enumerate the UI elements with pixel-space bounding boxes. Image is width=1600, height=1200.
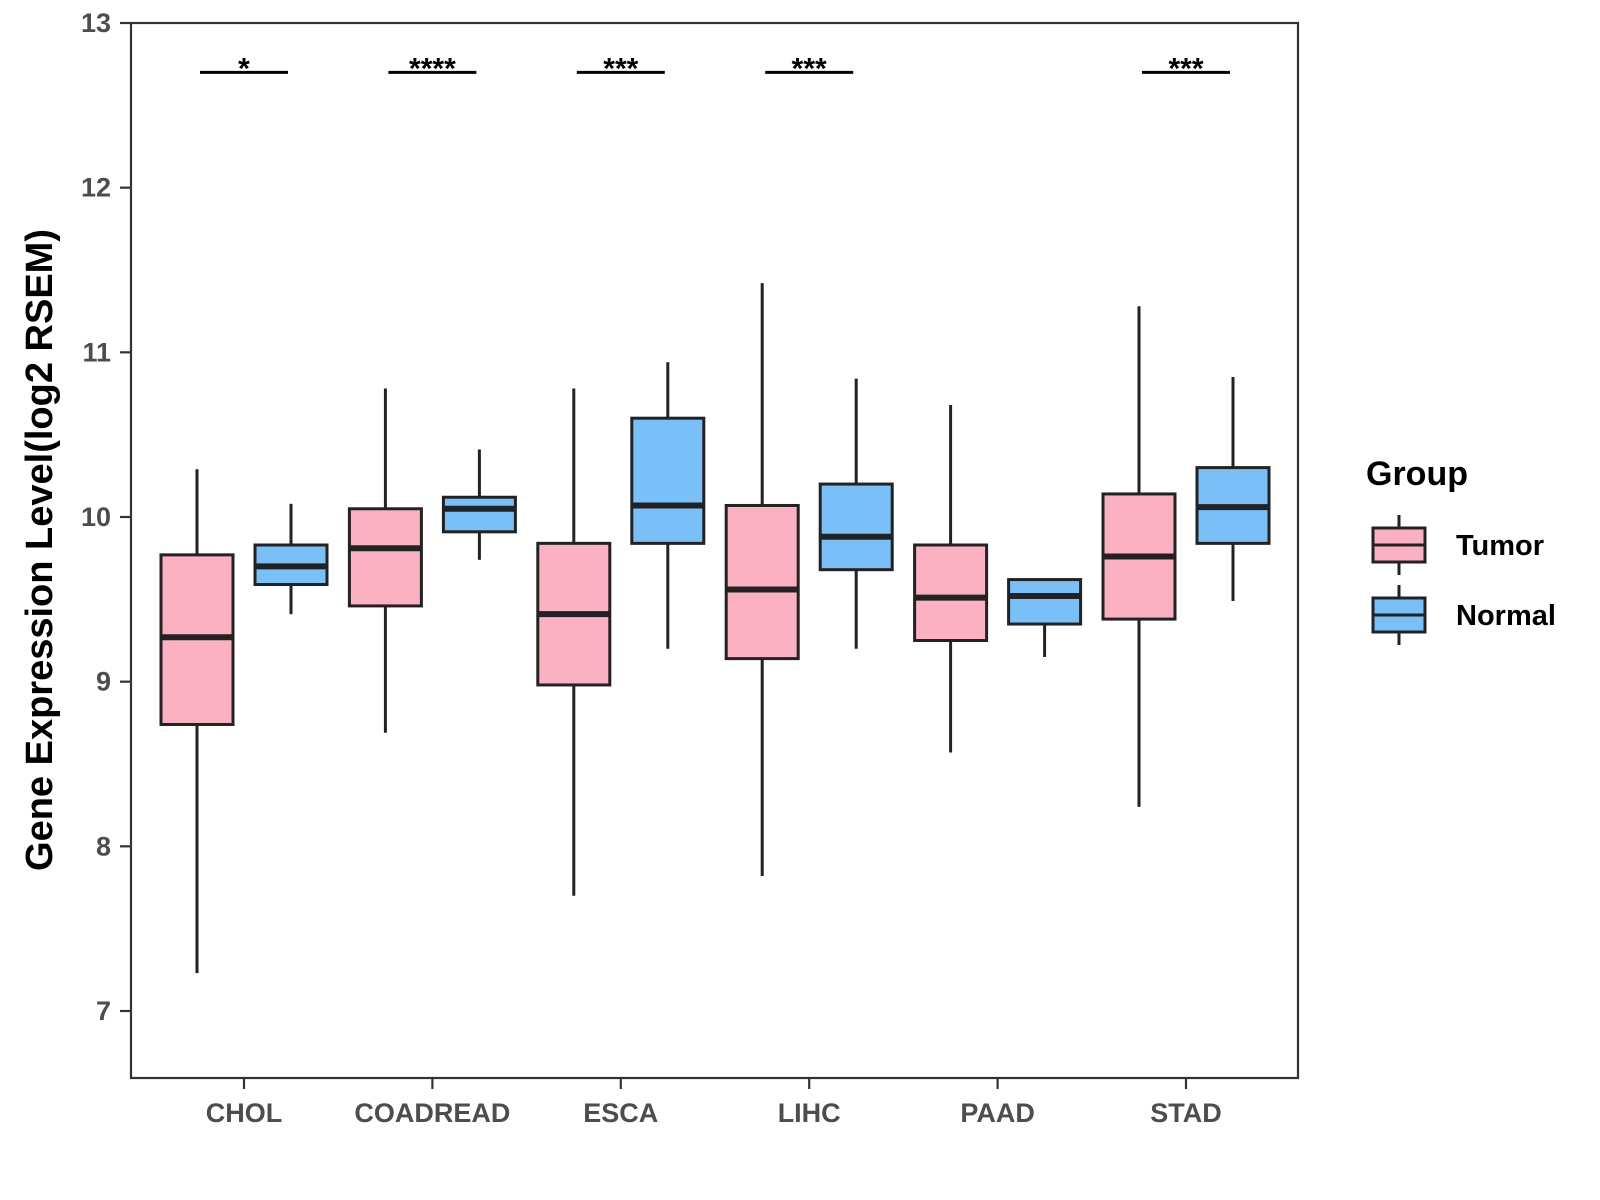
legend: Group Tumor Normal — [1366, 455, 1556, 645]
box-tumor-esca — [536, 388, 612, 896]
legend-label-tumor: Tumor — [1456, 530, 1544, 562]
y-tick-label: 9 — [96, 667, 111, 697]
box-normal-paad — [1007, 578, 1083, 657]
box-normal-stad — [1195, 377, 1271, 601]
y-tick-label: 8 — [96, 831, 111, 861]
legend-title: Group — [1366, 455, 1468, 493]
y-tick-label: 11 — [82, 337, 111, 367]
box-tumor-lihc — [724, 283, 800, 876]
box-iqr — [1007, 578, 1083, 626]
box-tumor-chol — [159, 469, 235, 974]
significance-layer: * **** *** *** *** — [200, 52, 1230, 85]
x-tick-label-stad: STAD — [1150, 1098, 1222, 1128]
x-tick-label-esca: ESCA — [583, 1098, 658, 1128]
legend-label-normal: Normal — [1456, 600, 1556, 632]
box-tumor-stad — [1101, 306, 1177, 807]
box-iqr — [630, 416, 706, 545]
box-iqr — [724, 503, 800, 661]
box-tumor-paad — [913, 405, 989, 753]
x-tick-label-coadread: COADREAD — [354, 1098, 510, 1128]
box-iqr — [347, 507, 423, 608]
x-tick-label-lihc: LIHC — [778, 1098, 841, 1128]
significance-label-esca: *** — [603, 52, 638, 85]
box-normal-coadread — [441, 449, 517, 560]
box-normal-chol — [253, 503, 329, 615]
box-iqr — [818, 482, 894, 572]
box-iqr — [913, 543, 989, 643]
legend-item-normal: Normal — [1371, 585, 1556, 645]
x-axis: CHOL COADREAD ESCA LIHC PAAD STAD — [206, 1078, 1222, 1128]
significance-label-coadread: **** — [409, 52, 456, 85]
y-tick-label: 12 — [81, 173, 111, 203]
significance-label-chol: * — [238, 52, 250, 85]
x-tick-label-paad: PAAD — [960, 1098, 1035, 1128]
significance-label-stad: *** — [1168, 52, 1203, 85]
y-tick-label: 7 — [96, 996, 111, 1026]
box-normal-lihc — [818, 378, 894, 649]
box-iqr — [441, 495, 517, 534]
box-normal-esca — [630, 362, 706, 649]
x-tick-label-chol: CHOL — [206, 1098, 283, 1128]
y-axis: 7 8 9 10 11 12 13 — [81, 8, 131, 1026]
y-tick-label: 10 — [81, 502, 111, 532]
legend-item-tumor: Tumor — [1371, 515, 1544, 575]
y-axis-title: Gene Expression Level(log2 RSEM) — [19, 229, 61, 871]
box-layer — [159, 283, 1271, 974]
box-tumor-coadread — [347, 388, 423, 733]
y-tick-label: 13 — [81, 8, 111, 38]
significance-label-lihc: *** — [792, 52, 827, 85]
